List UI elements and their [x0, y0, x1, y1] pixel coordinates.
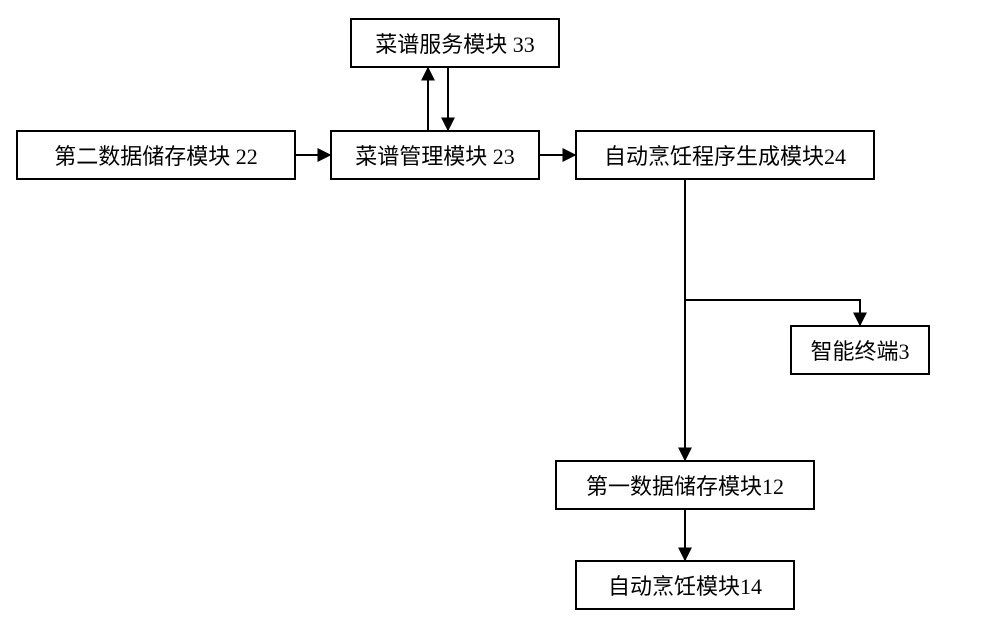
- node-second-data-storage-module: 第二数据储存模块 22: [16, 130, 296, 180]
- node-label: 智能终端3: [810, 334, 909, 366]
- node-recipe-service-module: 菜谱服务模块 33: [350, 18, 560, 68]
- node-label: 自动烹饪模块14: [608, 569, 762, 601]
- node-recipe-management-module: 菜谱管理模块 23: [330, 130, 540, 180]
- node-label: 自动烹饪程序生成模块24: [604, 139, 846, 171]
- node-auto-cooking-module: 自动烹饪模块14: [575, 560, 795, 610]
- node-label: 第一数据储存模块12: [586, 469, 784, 501]
- edges-layer: [0, 0, 1000, 631]
- node-auto-cooking-program-gen-module: 自动烹饪程序生成模块24: [575, 130, 875, 180]
- flowchart-canvas: 菜谱服务模块 33 第二数据储存模块 22 菜谱管理模块 23 自动烹饪程序生成…: [0, 0, 1000, 631]
- node-label: 第二数据储存模块 22: [54, 139, 258, 171]
- node-first-data-storage-module: 第一数据储存模块12: [555, 460, 815, 510]
- node-label: 菜谱服务模块 33: [375, 27, 535, 59]
- node-label: 菜谱管理模块 23: [355, 139, 515, 171]
- node-smart-terminal: 智能终端3: [790, 325, 930, 375]
